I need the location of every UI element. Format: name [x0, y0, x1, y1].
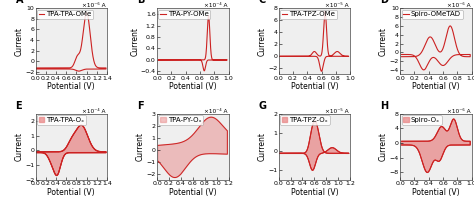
Y-axis label: Current: Current	[15, 132, 24, 161]
Polygon shape	[280, 121, 349, 170]
Legend: TPA-PY-Oₓ: TPA-PY-Oₓ	[158, 115, 203, 125]
Text: C: C	[259, 0, 266, 5]
Text: B: B	[137, 0, 145, 5]
Legend: Spiro-Oₓ: Spiro-Oₓ	[401, 115, 442, 125]
Legend: Spiro-OMeTAD: Spiro-OMeTAD	[401, 10, 463, 19]
Text: E: E	[16, 101, 22, 111]
Text: ×10⁻⁴ A: ×10⁻⁴ A	[82, 109, 106, 114]
Polygon shape	[401, 119, 470, 172]
Text: G: G	[259, 101, 266, 111]
Legend: TPA-PY-OMe: TPA-PY-OMe	[158, 10, 210, 19]
Text: ×10⁻⁶ A: ×10⁻⁶ A	[447, 3, 470, 8]
Legend: TPA-TPZ-OMe: TPA-TPZ-OMe	[280, 10, 337, 19]
Text: ×10⁻⁶ A: ×10⁻⁶ A	[82, 3, 106, 8]
X-axis label: Potential (V): Potential (V)	[169, 187, 217, 196]
Text: D: D	[380, 0, 388, 5]
Text: H: H	[380, 101, 388, 111]
X-axis label: Potential (V): Potential (V)	[291, 187, 338, 196]
Text: ×10⁻⁵ A: ×10⁻⁵ A	[325, 3, 349, 8]
X-axis label: Potential (V): Potential (V)	[47, 82, 95, 91]
Y-axis label: Current: Current	[136, 132, 145, 161]
Y-axis label: Current: Current	[258, 132, 267, 161]
Y-axis label: Current: Current	[379, 27, 388, 56]
X-axis label: Potential (V): Potential (V)	[412, 82, 460, 91]
Text: A: A	[16, 0, 23, 5]
X-axis label: Potential (V): Potential (V)	[47, 187, 95, 196]
Legend: TPA-TPZ-Oₓ: TPA-TPZ-Oₓ	[280, 115, 330, 125]
X-axis label: Potential (V): Potential (V)	[291, 82, 338, 91]
Legend: TPA-TPA-Oₓ: TPA-TPA-Oₓ	[37, 115, 86, 125]
Text: F: F	[137, 101, 144, 111]
X-axis label: Potential (V): Potential (V)	[412, 187, 460, 196]
Polygon shape	[36, 125, 106, 176]
Text: ×10⁻⁴ A: ×10⁻⁴ A	[204, 109, 227, 114]
Y-axis label: Current: Current	[130, 27, 139, 56]
Text: ×10⁻⁶ A: ×10⁻⁶ A	[447, 109, 470, 114]
Legend: TPA-TPA-OMe: TPA-TPA-OMe	[37, 10, 93, 19]
X-axis label: Potential (V): Potential (V)	[169, 82, 217, 91]
Polygon shape	[158, 117, 228, 178]
Text: ×10⁻⁵ A: ×10⁻⁵ A	[325, 109, 349, 114]
Text: ×10⁻⁴ A: ×10⁻⁴ A	[204, 3, 227, 8]
Y-axis label: Current: Current	[15, 27, 24, 56]
Y-axis label: Current: Current	[379, 132, 388, 161]
Y-axis label: Current: Current	[257, 27, 266, 56]
